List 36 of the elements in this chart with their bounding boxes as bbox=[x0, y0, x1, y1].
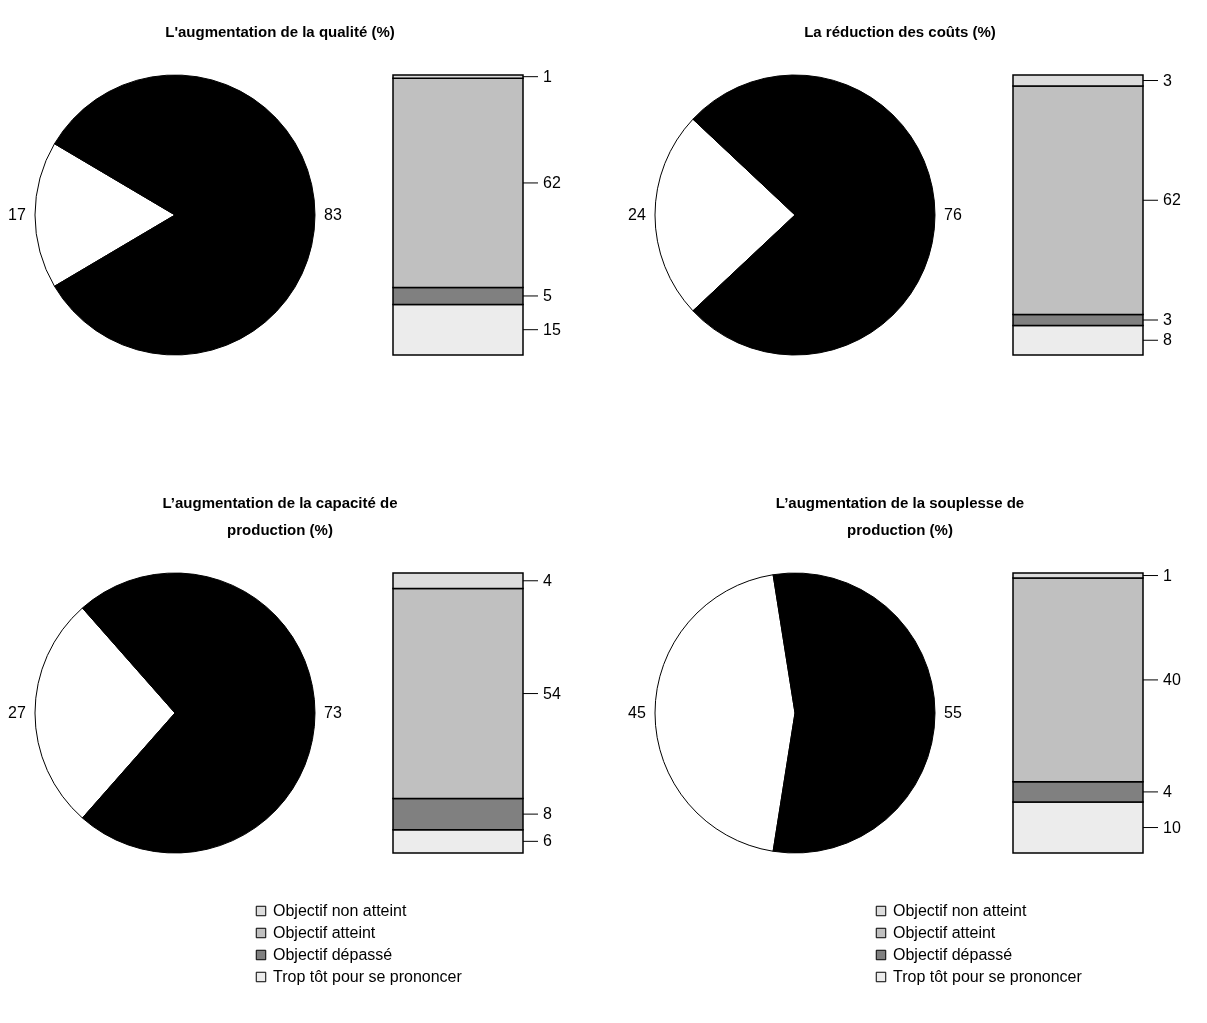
legend-label: Objectif non atteint bbox=[273, 902, 407, 919]
data-label: 62 bbox=[543, 173, 561, 191]
data-label: 8 bbox=[1163, 331, 1172, 349]
data-label: 4 bbox=[1163, 782, 1172, 800]
data-label: 8 bbox=[543, 805, 552, 823]
data-label: 54 bbox=[543, 684, 561, 702]
legend-label: Objectif atteint bbox=[273, 924, 376, 941]
data-label: 1 bbox=[1163, 566, 1172, 584]
chart-title: L’augmentation de la capacité de production (%) bbox=[162, 494, 398, 538]
data-label: 62 bbox=[1163, 191, 1181, 209]
data-label: 5 bbox=[543, 286, 552, 304]
data-label: 55 bbox=[944, 704, 962, 721]
legend-label: Objectif atteint bbox=[893, 924, 996, 941]
chart-title: L'augmentation de la qualité (%) bbox=[165, 23, 395, 40]
legend-label: Objectif dépassé bbox=[273, 946, 393, 963]
legend-label: Trop tôt pour se prononcer bbox=[273, 968, 463, 985]
data-label: 83 bbox=[324, 206, 342, 223]
data-label: 24 bbox=[628, 206, 646, 223]
chart-title: L’augmentation de la souplesse de production (%) bbox=[775, 494, 1025, 538]
data-label: 15 bbox=[543, 320, 561, 338]
legend-label: Objectif dépassé bbox=[893, 946, 1013, 963]
data-label: 3 bbox=[1163, 311, 1172, 328]
data-label: 17 bbox=[8, 206, 26, 223]
legend-label: Objectif non atteint bbox=[893, 902, 1027, 919]
data-label: 45 bbox=[628, 704, 646, 721]
data-label: 40 bbox=[1163, 670, 1181, 688]
data-label: 73 bbox=[324, 704, 342, 721]
data-label: 1 bbox=[543, 67, 552, 85]
data-label: 6 bbox=[543, 832, 552, 850]
data-label: 76 bbox=[944, 206, 962, 223]
data-label: 10 bbox=[1163, 818, 1181, 836]
data-label: 27 bbox=[8, 704, 26, 721]
data-label: 4 bbox=[543, 571, 552, 589]
chart-title: La réduction des coûts (%) bbox=[804, 23, 996, 40]
data-label: 3 bbox=[1163, 71, 1172, 89]
legend-label: Trop tôt pour se prononcer bbox=[893, 968, 1083, 985]
